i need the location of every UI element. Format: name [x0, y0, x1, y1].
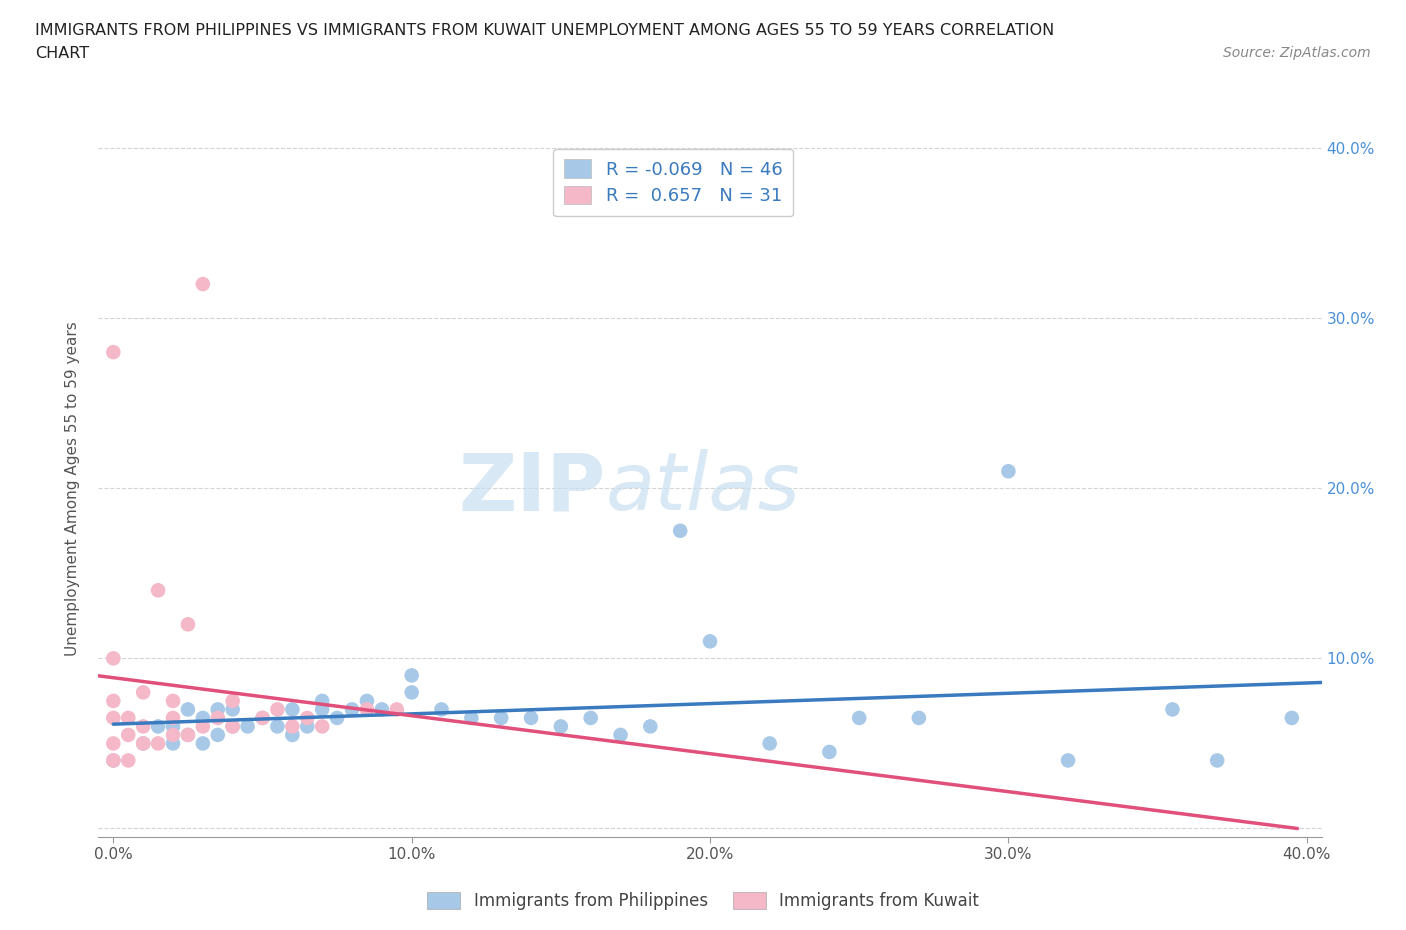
- Point: [146, 583, 169, 598]
- Point: [281, 727, 304, 742]
- Point: [371, 702, 394, 717]
- Text: atlas: atlas: [606, 449, 801, 527]
- Point: [550, 719, 572, 734]
- Point: [191, 719, 214, 734]
- Point: [311, 719, 333, 734]
- Point: [326, 711, 349, 725]
- Point: [460, 711, 482, 725]
- Point: [221, 702, 243, 717]
- Point: [177, 702, 200, 717]
- Point: [669, 524, 692, 538]
- Point: [356, 694, 378, 709]
- Point: [177, 727, 200, 742]
- Point: [177, 727, 200, 742]
- Text: IMMIGRANTS FROM PHILIPPINES VS IMMIGRANTS FROM KUWAIT UNEMPLOYMENT AMONG AGES 55: IMMIGRANTS FROM PHILIPPINES VS IMMIGRANT…: [35, 23, 1054, 38]
- Point: [489, 711, 512, 725]
- Point: [103, 345, 125, 360]
- Point: [117, 711, 139, 725]
- Point: [132, 736, 155, 751]
- Point: [162, 719, 184, 734]
- Point: [103, 651, 125, 666]
- Point: [266, 719, 288, 734]
- Legend: Immigrants from Philippines, Immigrants from Kuwait: Immigrants from Philippines, Immigrants …: [420, 885, 986, 917]
- Point: [997, 464, 1019, 479]
- Point: [221, 719, 243, 734]
- Point: [132, 685, 155, 700]
- Point: [908, 711, 931, 725]
- Text: Source: ZipAtlas.com: Source: ZipAtlas.com: [1223, 46, 1371, 60]
- Point: [191, 711, 214, 725]
- Point: [221, 694, 243, 709]
- Text: ZIP: ZIP: [458, 449, 606, 527]
- Point: [252, 711, 274, 725]
- Point: [177, 617, 200, 631]
- Point: [266, 702, 288, 717]
- Point: [297, 719, 319, 734]
- Point: [252, 711, 274, 725]
- Point: [207, 702, 229, 717]
- Point: [579, 711, 602, 725]
- Point: [281, 719, 304, 734]
- Point: [1281, 711, 1303, 725]
- Point: [103, 694, 125, 709]
- Point: [430, 702, 453, 717]
- Point: [162, 736, 184, 751]
- Point: [117, 727, 139, 742]
- Point: [699, 634, 721, 649]
- Point: [609, 727, 631, 742]
- Point: [236, 719, 259, 734]
- Point: [356, 702, 378, 717]
- Point: [1206, 753, 1229, 768]
- Point: [146, 736, 169, 751]
- Point: [401, 668, 423, 683]
- Point: [132, 736, 155, 751]
- Point: [520, 711, 543, 725]
- Point: [311, 702, 333, 717]
- Point: [297, 711, 319, 725]
- Legend: R = -0.069   N = 46, R =  0.657   N = 31: R = -0.069 N = 46, R = 0.657 N = 31: [554, 149, 793, 216]
- Point: [385, 702, 408, 717]
- Point: [103, 736, 125, 751]
- Point: [191, 736, 214, 751]
- Point: [146, 719, 169, 734]
- Point: [1057, 753, 1080, 768]
- Point: [162, 694, 184, 709]
- Point: [191, 276, 214, 291]
- Point: [103, 711, 125, 725]
- Point: [207, 711, 229, 725]
- Y-axis label: Unemployment Among Ages 55 to 59 years: Unemployment Among Ages 55 to 59 years: [65, 321, 80, 656]
- Point: [758, 736, 780, 751]
- Point: [818, 745, 841, 760]
- Point: [281, 702, 304, 717]
- Point: [117, 753, 139, 768]
- Point: [640, 719, 662, 734]
- Point: [848, 711, 870, 725]
- Point: [1161, 702, 1184, 717]
- Point: [207, 727, 229, 742]
- Text: CHART: CHART: [35, 46, 89, 61]
- Point: [103, 753, 125, 768]
- Point: [311, 694, 333, 709]
- Point: [132, 719, 155, 734]
- Point: [401, 685, 423, 700]
- Point: [221, 719, 243, 734]
- Point: [162, 727, 184, 742]
- Point: [340, 702, 363, 717]
- Point: [103, 753, 125, 768]
- Point: [162, 711, 184, 725]
